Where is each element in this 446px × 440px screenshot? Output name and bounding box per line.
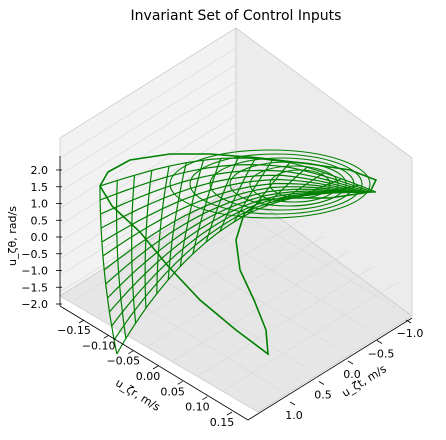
x-tick-label: 0.05 xyxy=(160,385,185,398)
y-tick-mark xyxy=(405,319,412,324)
x-tick-mark xyxy=(103,334,109,339)
y-tick-mark xyxy=(376,340,383,344)
y-axis-line xyxy=(247,317,413,421)
y-tick-labels: 1.0 0.5 0.0 −0.5−1.0 xyxy=(285,319,424,422)
z-grid-line xyxy=(59,131,237,243)
x-tick-label: 0.10 xyxy=(185,401,210,414)
z-tick-label: −2.0 xyxy=(21,298,48,311)
x-tick-mark xyxy=(177,380,183,385)
x-grid-line xyxy=(172,251,349,362)
z-tick-label: −1.0 xyxy=(21,265,48,278)
y-grid-line xyxy=(219,199,397,309)
surface-wire-line xyxy=(248,162,291,214)
z-grid-line xyxy=(59,97,237,209)
surface-wire-line xyxy=(314,184,359,195)
surface-wire-line xyxy=(144,170,153,309)
y-tick-label: 1.0 xyxy=(285,409,303,422)
y-tick-label: 0.5 xyxy=(314,389,332,402)
z-tick-label: 1.0 xyxy=(31,198,49,211)
z-tick-label: 0.0 xyxy=(31,231,49,244)
z-axis-label: u_ζθ, rad/s xyxy=(6,206,19,266)
surface-wire-ring xyxy=(249,165,339,203)
x-tick-mark xyxy=(226,411,233,416)
x-grid-line xyxy=(221,281,399,393)
y-grid-line xyxy=(190,220,368,329)
z-grid-line xyxy=(59,114,237,226)
surface-wire-line xyxy=(131,175,137,324)
x-tick-label: −0.15 xyxy=(57,324,91,337)
surface-wire-line xyxy=(297,178,342,198)
z-tick-labels: 2.0 1.5 1.0 0.5 0.0 −0.5 −1.0 −1.5 −2.0 xyxy=(21,164,62,311)
z-tick-label: 2.0 xyxy=(31,164,49,177)
y-grid-line xyxy=(161,240,339,350)
y-tick-mark xyxy=(347,360,354,365)
z-tick-label: 0.5 xyxy=(31,214,49,227)
x-grid-line xyxy=(123,220,300,331)
z-tick-label: −1.5 xyxy=(21,281,48,294)
x-tick-labels: −0.15 −0.10 −0.05 0.00 0.050.100.15 xyxy=(57,319,235,429)
surface-wire-line xyxy=(332,191,377,194)
surface-wire-line xyxy=(219,158,256,232)
surface-wire-ring xyxy=(229,161,347,207)
surface-wire-line xyxy=(167,162,187,280)
x-grid-line xyxy=(73,189,251,301)
wireframe-surface xyxy=(99,149,378,356)
z-grid-line xyxy=(59,81,237,192)
surface-wire-line xyxy=(205,157,239,243)
x-tick-mark xyxy=(152,365,159,370)
z-grid-line xyxy=(59,64,237,176)
y-tick-mark xyxy=(289,401,296,406)
x-tick-label: −0.05 xyxy=(106,355,140,368)
surface-wire-line xyxy=(115,180,127,339)
surface-wire-line xyxy=(156,166,170,294)
x-tick-label: −0.10 xyxy=(82,339,116,352)
z-tick-label: 1.5 xyxy=(31,181,49,194)
x-grid-line xyxy=(147,235,325,347)
x-tick-mark xyxy=(128,350,134,355)
surface-wire-ring xyxy=(189,153,363,215)
chart-title: Invariant Set of Control Inputs xyxy=(131,8,342,24)
x-axis-line xyxy=(59,305,249,421)
surface-wire-line xyxy=(99,185,118,355)
surface-wire-ring xyxy=(269,169,331,199)
y-tick-label: −0.5 xyxy=(368,348,395,361)
y-tick-mark xyxy=(318,381,325,385)
x-tick-mark xyxy=(202,396,208,401)
z-tick-label: −0.5 xyxy=(21,248,48,261)
y-tick-label: 0.0 xyxy=(343,368,361,381)
y-tick-label: −1.0 xyxy=(397,327,424,340)
surface-wire-line xyxy=(179,159,205,267)
z-grid-line xyxy=(59,47,237,159)
x-tick-mark xyxy=(78,319,85,324)
surface-wire-ring xyxy=(209,157,355,211)
x-grid-line xyxy=(197,266,374,377)
surface-wire-ring xyxy=(169,149,371,219)
y-grid-line xyxy=(132,261,310,370)
x-tick-label: 0.00 xyxy=(136,370,161,383)
x-tick-label: 0.15 xyxy=(210,416,235,429)
